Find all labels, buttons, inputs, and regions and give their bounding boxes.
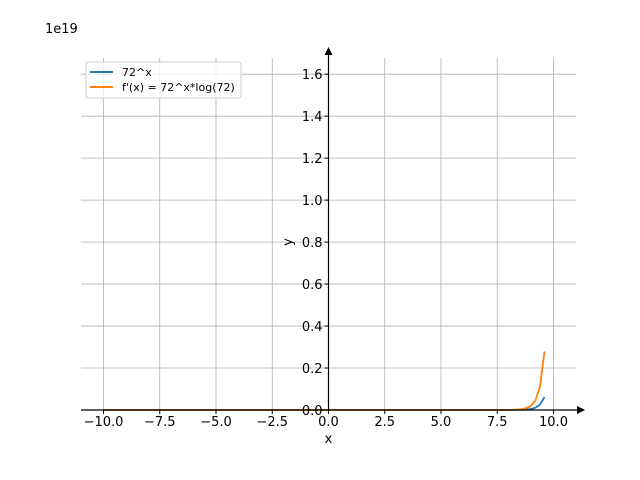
x-tick-label: 5.0 xyxy=(431,415,452,430)
x-axis-label: x xyxy=(325,432,333,447)
x-tick-label: 2.5 xyxy=(374,415,395,430)
series-lines xyxy=(103,351,546,411)
y-tick-label: 0.8 xyxy=(302,236,323,251)
y-axis-arrow-icon xyxy=(324,47,333,55)
x-tick-label: 7.5 xyxy=(487,415,508,430)
y-tick-label: 0.6 xyxy=(302,278,323,293)
x-tick-label: −5.0 xyxy=(200,415,232,430)
y-tick-label: 1.0 xyxy=(302,194,323,209)
x-axis-arrow-icon xyxy=(577,406,585,414)
y-offset-text: 1e19 xyxy=(45,22,78,37)
series-line-1 xyxy=(103,396,546,411)
x-tick-label: 10.0 xyxy=(539,415,568,430)
x-tick-label: 0.0 xyxy=(318,415,339,430)
axes xyxy=(81,47,585,414)
legend-box xyxy=(85,61,242,99)
x-tick-label: −2.5 xyxy=(256,415,288,430)
legend-label-series-2: f'(x) = 72^x*log(72) xyxy=(122,81,235,94)
legend: 72^x f'(x) = 72^x*log(72) xyxy=(85,61,242,99)
series-line-2 xyxy=(103,351,546,411)
y-tick-label: 1.6 xyxy=(302,68,323,83)
y-tick-label: 0.2 xyxy=(302,362,323,377)
y-tick-label: 1.4 xyxy=(302,110,323,125)
legend-label-series-1: 72^x xyxy=(122,66,152,79)
x-tick-label: −7.5 xyxy=(144,415,176,430)
x-tick-label: −10.0 xyxy=(84,415,124,430)
y-tick-label: 0.0 xyxy=(302,404,323,419)
y-tick-label: 0.4 xyxy=(302,320,323,335)
y-tick-label: 1.2 xyxy=(302,152,323,167)
ticks: −10.0 −7.5 −5.0 −2.5 0.0 2.5 5.0 7.5 10.0 0.0 0.2 0… xyxy=(84,68,568,430)
y-axis-label: y xyxy=(281,238,296,246)
